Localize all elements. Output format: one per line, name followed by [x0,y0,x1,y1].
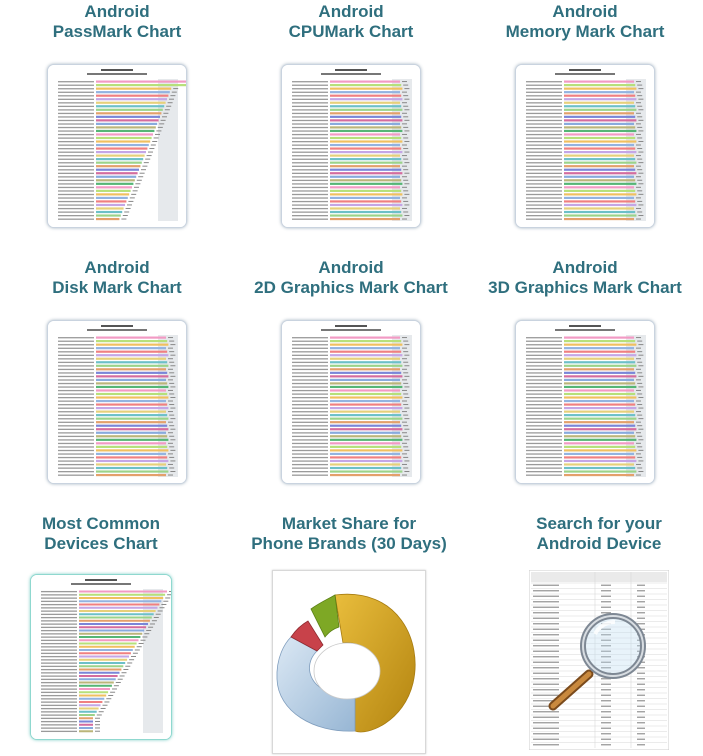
bar-chart-thumbnail-graphic [31,575,171,739]
card-title-line1: Most Common [41,514,161,533]
card-cpumark-chart[interactable]: Android CPUMark Chart [234,2,468,228]
card-market-share-phone-brands[interactable]: Market Share for Phone Brands (30 Days) [232,514,466,754]
bar-chart-thumbnail-icon[interactable] [515,64,655,228]
card-title-line1: Android [318,2,384,21]
bar-chart-thumbnail-icon[interactable] [47,320,187,484]
device-table-graphic [529,570,669,750]
bar-chart-thumbnail-icon[interactable] [515,320,655,484]
bar-chart-thumbnail-icon[interactable] [281,64,421,228]
card-disk-mark-chart[interactable]: Android Disk Mark Chart [0,258,234,484]
bar-chart-thumbnail-graphic [516,321,654,483]
bar-chart-thumbnail-graphic [48,321,186,483]
card-passmark-chart[interactable]: Android PassMark Chart [0,2,234,228]
bar-chart-thumbnail-icon[interactable] [30,574,172,740]
card-title-line2: Android Device [536,534,662,553]
card-title-line1: Android [318,258,384,277]
bar-chart-thumbnail-icon[interactable] [47,64,187,228]
card-title-line1: Android [84,258,150,277]
card-title-line2: PassMark Chart [52,22,182,41]
donut-chart-graphic [276,593,416,733]
card-title-line2: Devices Chart [44,534,158,553]
card-title-line2: 2D Graphics Mark Chart [254,278,448,297]
card-title-line2: 3D Graphics Mark Chart [488,278,682,297]
card-2d-graphics-mark-chart[interactable]: Android 2D Graphics Mark Chart [234,258,468,484]
card-title-line2: Disk Mark Chart [52,278,182,297]
card-title-line1: Search for your [536,514,662,533]
card-title-line2: Memory Mark Chart [505,22,665,41]
card-title-line2: Phone Brands (30 Days) [251,534,447,553]
card-search-android-device[interactable]: Search for your Android Device [482,514,703,750]
card-title-line1: Android [84,2,150,21]
donut-chart-icon[interactable] [272,570,426,754]
card-title-line1: Market Share for [281,514,417,533]
card-most-common-devices-chart[interactable]: Most Common Devices Chart [0,514,218,740]
card-title-line1: Android [552,258,618,277]
bar-chart-thumbnail-icon[interactable] [281,320,421,484]
card-3d-graphics-mark-chart[interactable]: Android 3D Graphics Mark Chart [468,258,702,484]
card-memory-mark-chart[interactable]: Android Memory Mark Chart [468,2,702,228]
card-title-line1: Android [552,2,618,21]
bar-chart-thumbnail-graphic [282,65,420,227]
magnifying-glass-table-icon[interactable] [529,570,669,750]
magnifying-glass-icon [548,613,646,711]
card-title-line2: CPUMark Chart [288,22,414,41]
bar-chart-thumbnail-graphic [48,65,186,227]
bar-chart-thumbnail-graphic [516,65,654,227]
bar-chart-thumbnail-graphic [282,321,420,483]
